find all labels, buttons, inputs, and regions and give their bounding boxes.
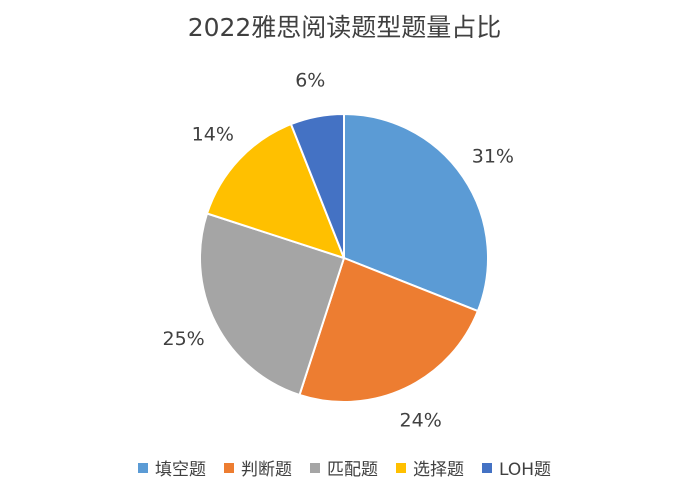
data-label-3: 25% (163, 328, 205, 350)
legend-swatch-3 (309, 462, 320, 473)
chart-title: 2022雅思阅读题型题量占比 (187, 13, 502, 42)
legend-label-5: LOH题 (498, 460, 552, 480)
legend-label-1: 填空题 (154, 460, 206, 480)
chart-legend: 填空题 判断题 匹配题 选择题 LOH题 (0, 455, 689, 480)
legend-item-3: 匹配题 (309, 455, 378, 480)
legend-item-4: 选择题 (395, 455, 464, 480)
legend-item-1: 填空题 (137, 455, 206, 480)
data-label-4: 14% (192, 123, 234, 145)
data-label-1: 31% (472, 145, 514, 167)
legend-swatch-1 (137, 462, 148, 473)
pie-data-labels: 31% 24% 25% 14% 6% (163, 70, 514, 432)
legend-item-5: LOH题 (481, 455, 552, 480)
pie-slices (199, 112, 489, 403)
pie-slice-1 (343, 112, 489, 313)
data-label-5: 6% (295, 70, 325, 92)
data-label-2: 24% (400, 409, 442, 431)
legend-swatch-4 (395, 462, 406, 473)
pie-slice-3 (199, 212, 346, 397)
pie-slice-2 (298, 256, 480, 403)
legend-item-2: 判断题 (223, 455, 292, 480)
pie-slice-5 (289, 112, 345, 259)
legend-swatch-5 (481, 462, 492, 473)
legend-label-3: 匹配题 (326, 460, 378, 480)
legend-label-2: 判断题 (240, 460, 292, 480)
pie-slice-4 (205, 122, 346, 260)
legend-label-4: 选择题 (412, 460, 464, 480)
legend-swatch-2 (223, 462, 234, 473)
